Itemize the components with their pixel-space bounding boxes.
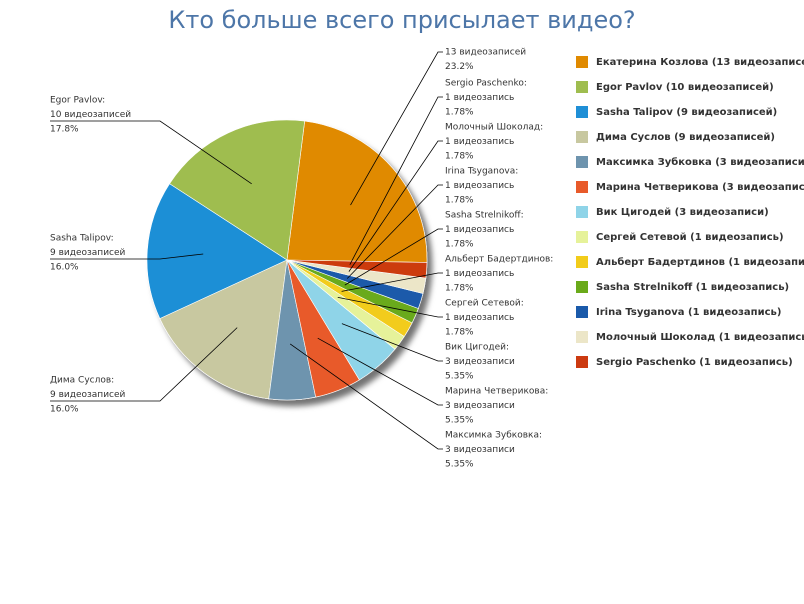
slice-label: Sasha Talipov: [50,234,114,244]
legend-swatch [576,256,588,268]
leader-line [50,327,238,402]
slice-label: Egor Pavlov: [50,96,105,106]
data-label: 1.78% [445,240,474,250]
slice-label: 9 видеозаписей [50,248,126,258]
legend-swatch [576,231,588,243]
slice-label: Sasha Strelnikoff: [445,211,524,221]
data-label: 5.35% [445,460,474,470]
legend-text: Sasha Strelnikoff (1 видеозапись) [596,282,789,293]
chart-title: Кто больше всего присылает видео? [168,6,635,34]
pie-slice [169,119,306,261]
leader-line [50,120,252,185]
slice-label: Sergio Paschenko: [445,79,527,89]
legend-swatch [576,106,588,118]
legend-swatch [576,181,588,193]
leader-line [344,228,443,286]
slice-label: 3 видеозаписи [445,357,515,367]
leader-line [337,296,443,318]
data-label: 16.0% [50,405,79,415]
slice-label: 1 видеозапись [445,181,514,191]
legend-text: Вик Цигодей (3 видеозаписи) [596,207,769,218]
data-label: 1.78% [445,196,474,206]
legend-swatch [576,331,588,343]
slice-label: Молочный Шоколад: [445,123,543,133]
slice-label: 1 видеозапись [445,225,514,235]
leader-line [317,337,443,406]
data-label: 16.0% [50,263,79,273]
slice-label: 13 видеозаписей [445,48,526,58]
slice-label: 3 видеозаписи [445,401,515,411]
legend-text: Молочный Шоколад (1 видеозапись) [596,332,804,343]
slice-label: 1 видеозапись [445,93,514,103]
pie [146,119,428,401]
legend-text: Irina Tsyganova (1 видеозапись) [596,307,781,318]
legend-text: Альберт Бадертдинов (1 видеозапись [596,256,804,268]
pie-slice [159,259,288,400]
data-label: 23.2% [445,62,474,72]
legend-text: Дима Суслов (9 видеозаписей) [596,132,775,143]
legend-swatch [576,206,588,218]
legend-text: Марина Четверикова (3 видеозаписи) [596,182,804,193]
slice-label: Вик Цигодей: [445,343,509,353]
data-label: 1.78% [445,284,474,294]
slice-label: 1 видеозапись [445,269,514,279]
legend-swatch [576,56,588,68]
leader-line [349,96,443,265]
pie-slice [286,259,428,279]
data-label: 17.8% [50,125,79,135]
legend-text: Egor Pavlov (10 видеозаписей) [596,82,774,93]
slice-label: Альберт Бадертдинов: [445,255,553,265]
legend-text: Екатерина Козлова (13 видеозаписей) [596,57,804,68]
slice-label: Irina Tsyganova: [445,167,518,177]
leader-line [341,323,443,362]
leader-line [50,253,204,260]
leader-line [350,51,443,206]
data-label: 5.35% [445,416,474,426]
slice-label: 1 видеозапись [445,137,514,147]
legend-swatch [576,356,588,368]
legend-text: Sergio Paschenko (1 видеозапись) [596,357,793,368]
data-label: 1.78% [445,328,474,338]
slice-label: 3 видеозаписи [445,445,515,455]
data-label: 5.35% [445,372,474,382]
leader-line [348,140,443,272]
legend-swatch [576,81,588,93]
data-label: 1.78% [445,108,474,118]
slice-label: 10 видеозаписей [50,110,131,120]
legend-text: Sasha Talipov (9 видеозаписей) [596,107,777,118]
slice-label: 9 видеозаписей [50,390,126,400]
slice-label: Дима Суслов: [50,376,114,386]
slice-label: Максимка Зубковка: [445,431,542,441]
legend-swatch [576,156,588,168]
slice-label: Сергей Сетевой: [445,299,524,309]
legend-swatch [576,131,588,143]
leader-line [289,343,443,450]
pie-slice [286,120,428,263]
legend-swatch [576,281,588,293]
leader-line [341,272,443,292]
data-label: 1.78% [445,152,474,162]
pie-slice [146,183,288,320]
leader-line [346,184,443,279]
legend-text: Сергей Сетевой (1 видеозапись) [596,232,784,243]
legend-text: Максимка Зубковка (3 видеозаписи) [596,156,804,168]
slice-label: 1 видеозапись [445,313,514,323]
slice-label: Марина Четверикова: [445,387,548,397]
legend-swatch [576,306,588,318]
